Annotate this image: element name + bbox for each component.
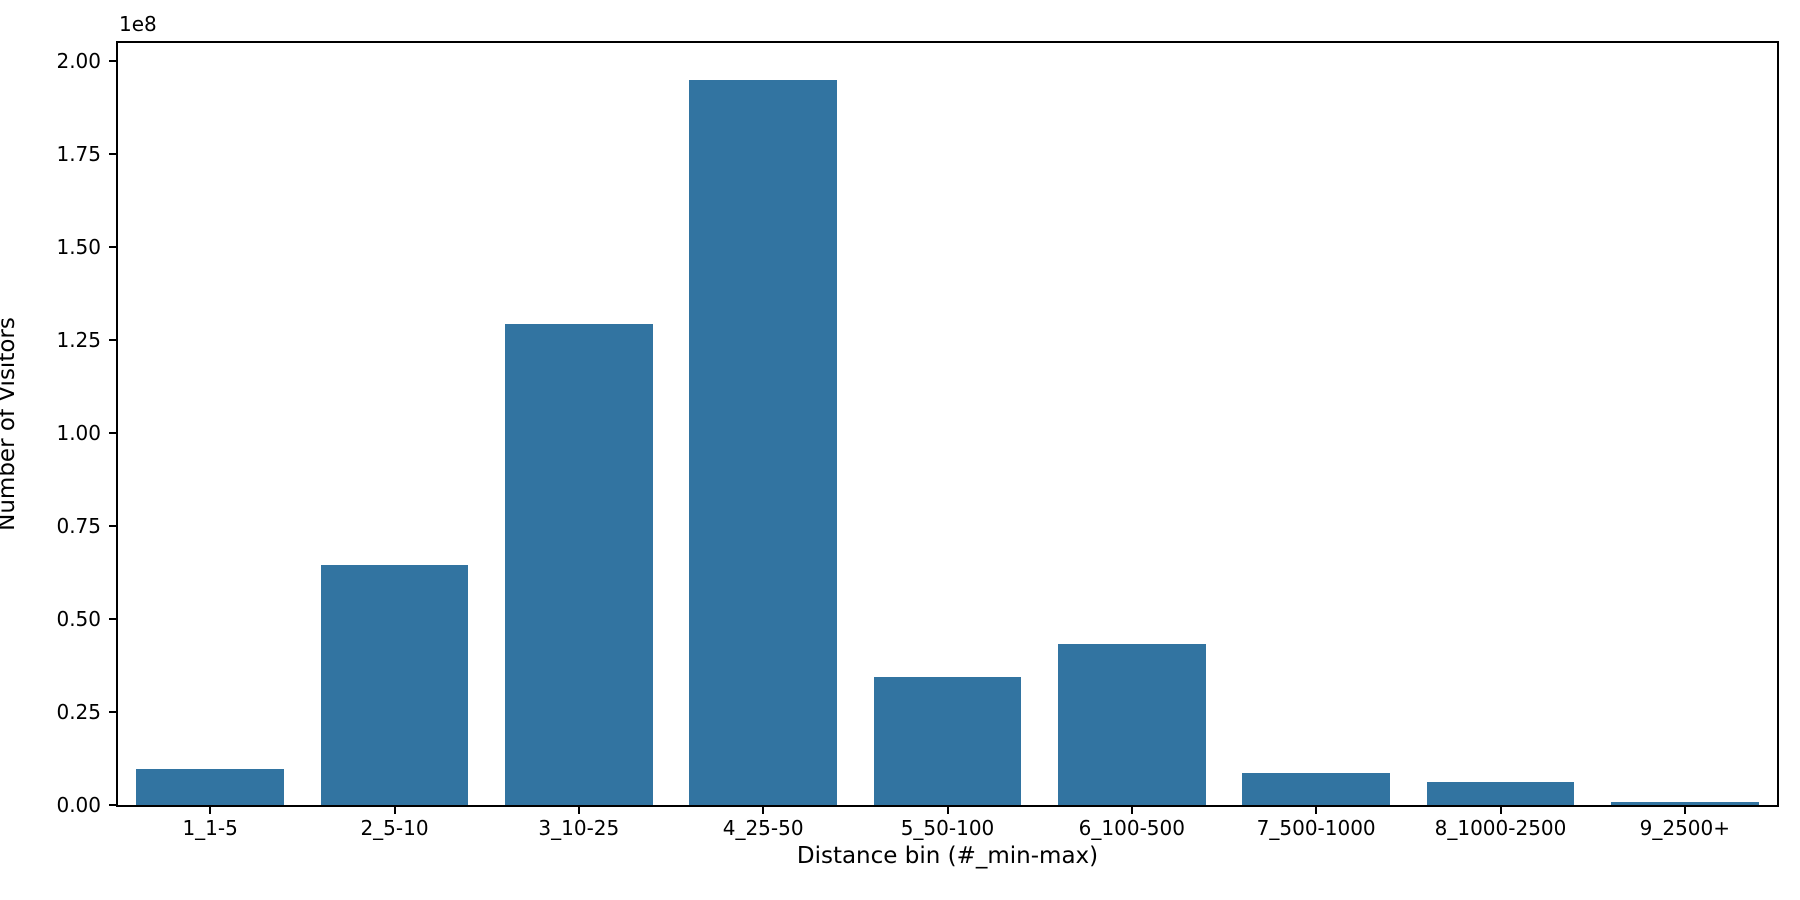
y-tick-mark: [109, 245, 118, 248]
x-tick-mark: [946, 805, 949, 814]
x-tick-mark: [1130, 805, 1133, 814]
x-tick-mark: [1315, 805, 1318, 814]
y-tick-label: 1.00: [56, 420, 101, 445]
y-tick-mark: [109, 710, 118, 713]
x-tick-mark: [209, 805, 212, 814]
x-tick-label: 5_50-100: [900, 816, 995, 840]
y-tick-mark: [109, 804, 118, 806]
x-axis-label: Distance bin (#_min-max): [796, 843, 1099, 869]
x-tick-label: 8_1000-2500: [1434, 816, 1567, 840]
x-tick-label: 3_10-25: [538, 816, 620, 840]
y-tick-label: 1.25: [56, 327, 101, 352]
bar-2_5-10: [320, 565, 469, 805]
y-tick-mark: [109, 431, 118, 434]
bar-6_100-500: [1058, 643, 1206, 805]
y-tick-mark: [109, 524, 118, 527]
y-tick-label: 1.50: [56, 234, 101, 259]
y-tick-label: 0.00: [56, 793, 101, 817]
y-tick-label: 1.75: [56, 141, 101, 166]
x-tick-label: 4_25-50: [722, 816, 804, 840]
y-tick-mark: [109, 59, 118, 62]
y-tick-mark: [109, 152, 118, 155]
bar-1_1-5: [136, 768, 284, 805]
x-tick-label: 6_100-500: [1078, 816, 1185, 840]
y-tick-mark: [109, 617, 118, 620]
x-tick-mark: [577, 805, 580, 814]
x-tick-label: 9_2500+: [1639, 816, 1731, 840]
y-tick-label: 0.25: [56, 699, 101, 724]
x-tick-mark: [1499, 805, 1502, 814]
bar-4_25-50: [689, 80, 837, 805]
y-axis-offset-text: 1e8: [119, 12, 157, 36]
x-tick-mark: [393, 805, 396, 814]
y-tick-label: 0.50: [56, 606, 101, 631]
x-tick-mark: [1683, 805, 1686, 814]
bar-5_50-100: [873, 676, 1022, 805]
x-tick-label: 1_1-5: [182, 816, 238, 840]
x-tick-label: 7_500-1000: [1256, 816, 1376, 840]
bar-7_500-1000: [1242, 772, 1390, 805]
x-tick-mark: [762, 805, 765, 814]
y-tick-label: 0.75: [56, 513, 101, 538]
plot-area: [116, 41, 1779, 807]
y-tick-label: 2.00: [56, 48, 101, 73]
bar-3_10-25: [505, 324, 653, 805]
bar-9_2500+: [1611, 802, 1759, 805]
bar-8_1000-2500: [1426, 781, 1575, 805]
x-tick-label: 2_5-10: [360, 816, 429, 840]
bars-container: [118, 43, 1777, 805]
y-tick-mark: [109, 338, 118, 341]
